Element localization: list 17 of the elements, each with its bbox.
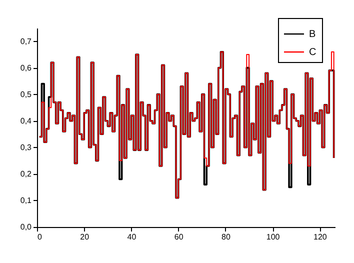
y-tick-label: 0,2 [20, 169, 32, 178]
x-tick-label: 120 [314, 232, 328, 242]
y-tick-label: 0,3 [20, 142, 32, 152]
x-tick-label: 20 [80, 232, 90, 242]
legend-label: C [309, 47, 316, 58]
y-tick-label: 0,1 [20, 196, 32, 205]
x-tick-label: 100 [266, 232, 280, 242]
y-tick-label: 0,6 [20, 63, 32, 72]
x-tick-label: 0 [38, 232, 42, 242]
x-tick-label: 40 [127, 232, 137, 242]
x-tick-label: 60 [174, 232, 184, 242]
y-tick-label: 0,5 [20, 90, 32, 99]
x-tick-label: 80 [222, 232, 231, 242]
y-tick-label: 0,0 [20, 222, 32, 232]
y-tick-label: 0,4 [20, 116, 32, 126]
legend-label: B [309, 29, 316, 40]
y-tick-label: 0,7 [20, 36, 32, 46]
